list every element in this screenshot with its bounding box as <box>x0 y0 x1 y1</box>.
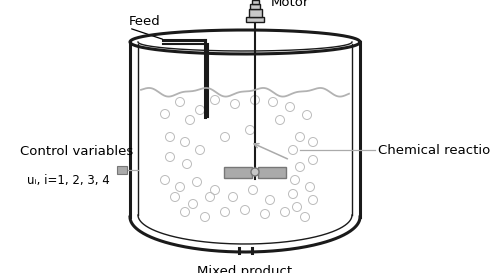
Text: Chemical reactions: Chemical reactions <box>378 144 490 156</box>
Text: Feed: Feed <box>129 15 161 28</box>
Text: Motor: Motor <box>271 0 309 8</box>
FancyBboxPatch shape <box>250 4 260 9</box>
FancyBboxPatch shape <box>224 167 252 177</box>
FancyBboxPatch shape <box>248 9 262 17</box>
Text: uᵢ, i=1, 2, 3, 4: uᵢ, i=1, 2, 3, 4 <box>27 174 110 187</box>
Text: Mixed product: Mixed product <box>197 265 293 273</box>
Circle shape <box>251 168 259 176</box>
FancyBboxPatch shape <box>117 166 127 174</box>
FancyBboxPatch shape <box>246 17 264 22</box>
Text: Control variables: Control variables <box>20 145 133 158</box>
FancyBboxPatch shape <box>251 0 259 4</box>
FancyBboxPatch shape <box>258 167 286 177</box>
